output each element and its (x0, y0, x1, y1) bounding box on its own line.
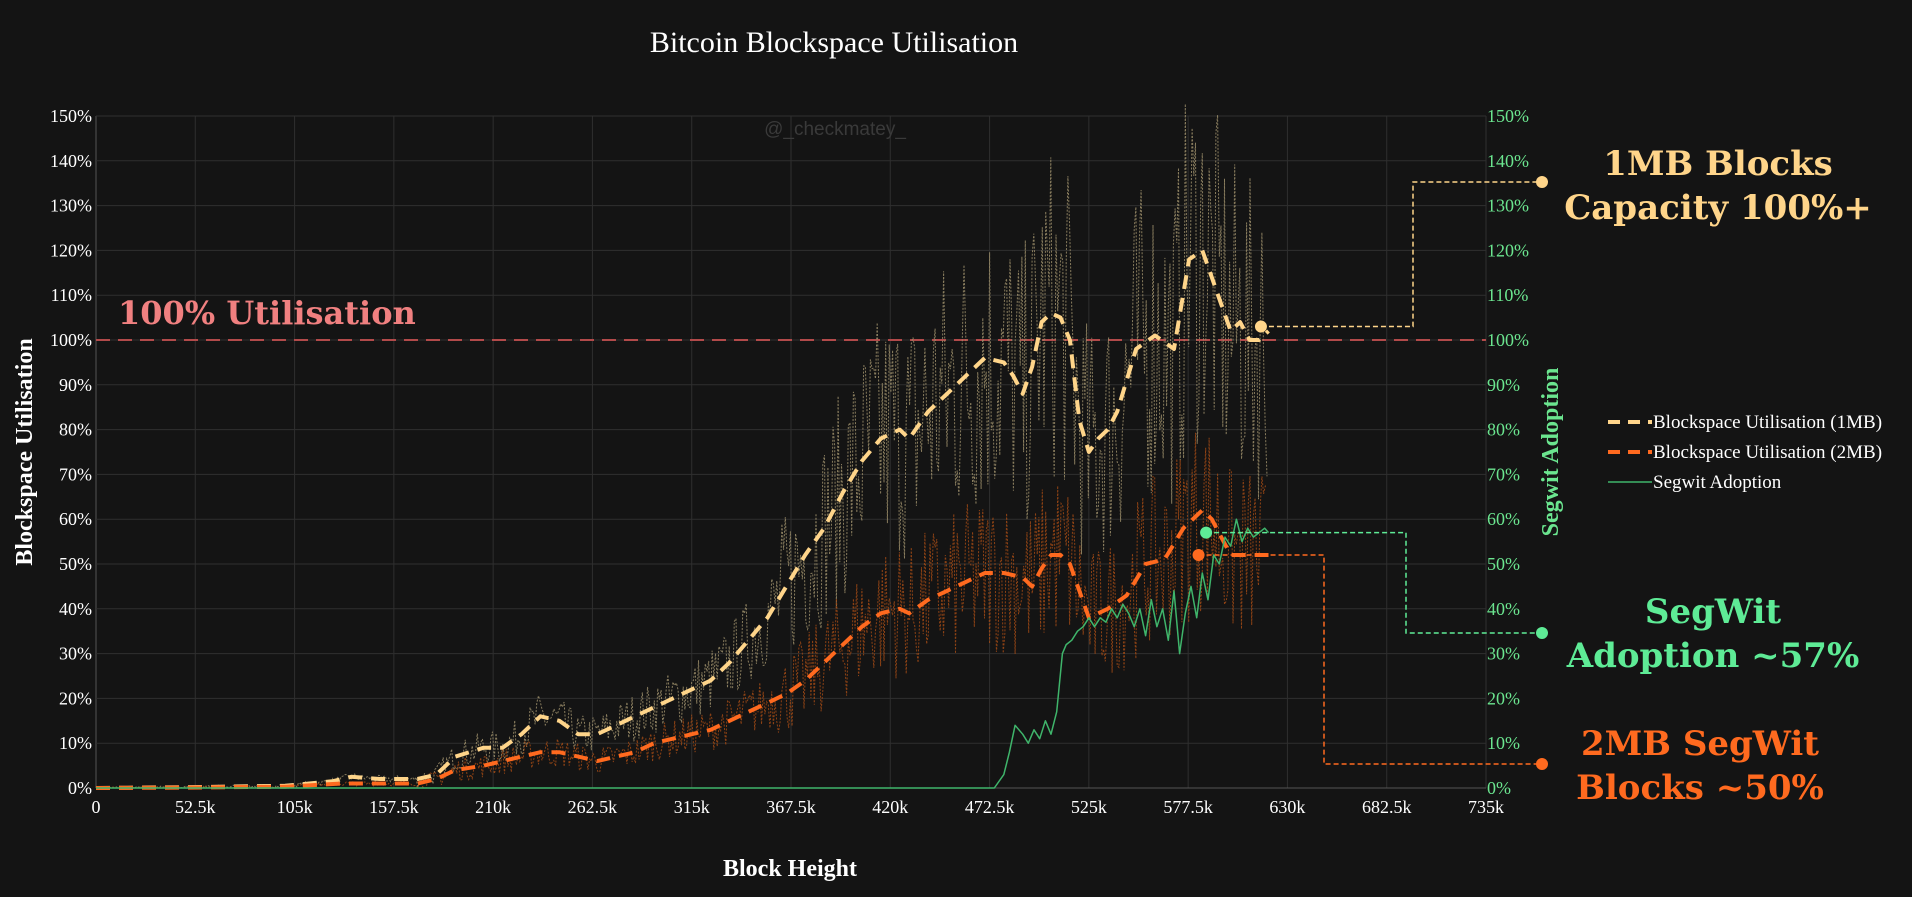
tick-labels: 0 52.5k 105k 157.5k 210k 262.5k 315k 367.5k 420k… (50, 106, 1529, 817)
x-tick-label: 525k (1071, 797, 1107, 817)
annotation-start-dot (1200, 526, 1213, 539)
annotation-line1: 1MB Blocks (1603, 144, 1833, 184)
y-tick-label: 130% (50, 196, 92, 216)
annotation-connector (1198, 554, 1542, 765)
x-tick-label: 577.5k (1163, 797, 1213, 817)
x-tick-label: 315k (674, 797, 710, 817)
y2-tick-label: 40% (1487, 599, 1520, 619)
y-tick-label: 110% (51, 285, 92, 305)
annotation-end-dot (1536, 176, 1548, 188)
raw-trace-1mb (95, 103, 1268, 789)
annotation-end-dot (1536, 758, 1548, 770)
annotation-line2: Capacity 100%+ (1564, 188, 1872, 228)
y-tick-label: 0% (68, 778, 92, 798)
y2-tick-label: 20% (1487, 688, 1520, 708)
legend-label: Blockspace Utilisation (2MB) (1653, 442, 1882, 463)
x-axis-title: Block Height (723, 856, 857, 882)
y-tick-label: 140% (50, 151, 92, 171)
x-tick-label: 52.5k (175, 797, 216, 817)
annotation-start-dot (1192, 549, 1205, 562)
annotation-connector (1260, 181, 1542, 328)
annotation-end-dot (1536, 627, 1548, 639)
annotation-start-dot (1254, 320, 1267, 333)
y2-tick-label: 0% (1487, 778, 1511, 798)
y-tick-label: 70% (59, 464, 92, 484)
x-tick-label: 157.5k (369, 797, 419, 817)
x-tick-label: 420k (872, 797, 908, 817)
raw-noise-layers (95, 103, 1268, 790)
series-line-1mb (95, 248, 1270, 790)
annotation-line2: Adoption ~57% (1566, 636, 1860, 676)
y2-tick-label: 90% (1487, 375, 1520, 395)
x-tick-label: 630k (1269, 797, 1305, 817)
annotation-line1: 2MB SegWit (1581, 724, 1819, 764)
y2-tick-label: 110% (1487, 285, 1528, 305)
y-tick-label: 80% (59, 420, 92, 440)
x-tick-label: 682.5k (1362, 797, 1412, 817)
y2-tick-label: 70% (1487, 464, 1520, 484)
y2-tick-label: 10% (1487, 733, 1520, 753)
y-tick-label: 150% (50, 106, 92, 126)
y2-tick-label: 100% (1487, 330, 1529, 350)
reference-line-label: 100% Utilisation (118, 294, 416, 332)
series-layer (95, 248, 1270, 790)
y2-axis-title: Segwit Adoption (1538, 368, 1564, 537)
y2-tick-label: 30% (1487, 644, 1520, 664)
x-tick-label: 105k (277, 797, 313, 817)
chart-title: Bitcoin Blockspace Utilisation (650, 26, 1018, 59)
y2-tick-label: 120% (1487, 240, 1529, 260)
y-tick-label: 10% (59, 733, 92, 753)
x-tick-label: 210k (475, 797, 511, 817)
legend: Blockspace Utilisation (1MB) Blockspace U… (1608, 412, 1882, 493)
x-tick-label: 735k (1468, 797, 1504, 817)
y2-tick-label: 130% (1487, 196, 1529, 216)
raw-trace-2mb (95, 432, 1268, 790)
series-line-2mb (95, 508, 1269, 790)
x-tick-label: 262.5k (568, 797, 618, 817)
y-tick-label: 20% (59, 688, 92, 708)
x-tick-label: 0 (92, 797, 101, 817)
y-tick-label: 90% (59, 375, 92, 395)
y2-tick-label: 60% (1487, 509, 1520, 529)
series-line-segwit (96, 518, 1270, 789)
y-tick-label: 40% (59, 599, 92, 619)
watermark: @_checkmatey_ (764, 119, 906, 140)
x-tick-label: 367.5k (766, 797, 816, 817)
legend-label: Blockspace Utilisation (1MB) (1653, 412, 1882, 433)
annotation-line2: Blocks ~50% (1576, 768, 1824, 808)
y2-tick-label: 150% (1487, 106, 1529, 126)
legend-label: Segwit Adoption (1653, 472, 1782, 493)
x-tick-label: 472.5k (965, 797, 1015, 817)
y2-tick-label: 140% (1487, 151, 1529, 171)
grid-lines (95, 115, 1487, 789)
annotation-line1: SegWit (1645, 592, 1781, 632)
y-tick-label: 100% (50, 330, 92, 350)
y-tick-label: 30% (59, 644, 92, 664)
annotation-connector (1206, 531, 1542, 634)
y-tick-label: 120% (50, 240, 92, 260)
y-tick-label: 50% (59, 554, 92, 574)
y-tick-label: 60% (59, 509, 92, 529)
y-axis-title: Blockspace Utilisation (12, 338, 38, 565)
y2-tick-label: 50% (1487, 554, 1520, 574)
y2-tick-label: 80% (1487, 420, 1520, 440)
